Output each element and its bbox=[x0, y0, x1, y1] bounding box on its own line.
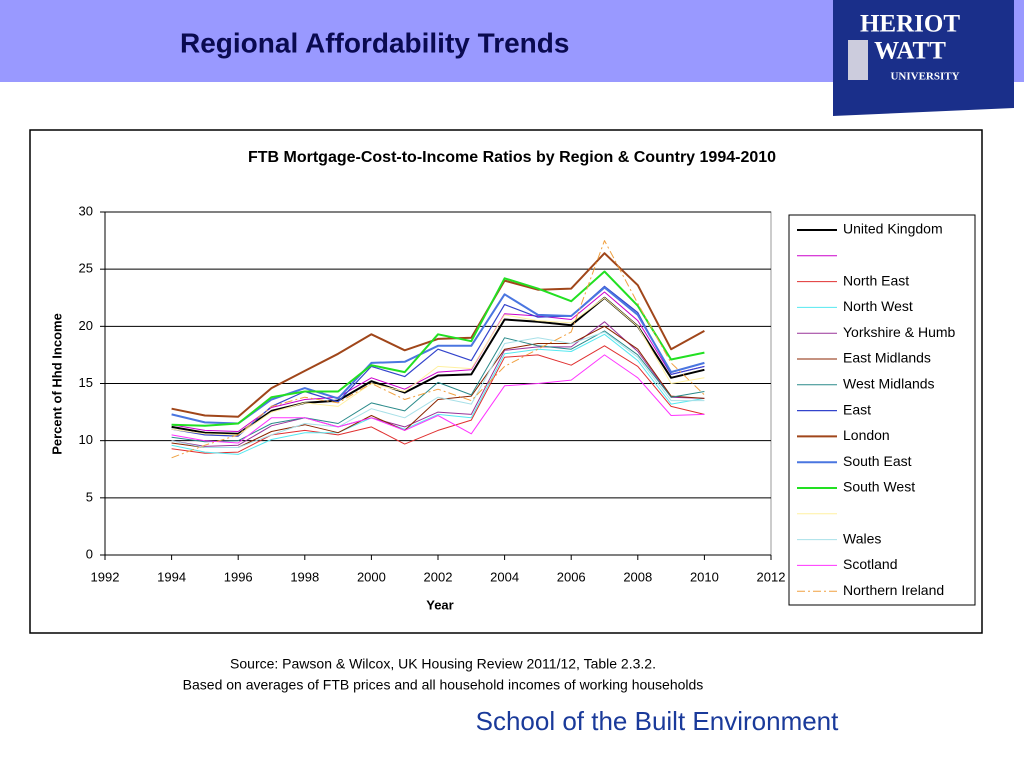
x-tick-label: 1998 bbox=[290, 569, 319, 584]
series-line bbox=[171, 321, 705, 447]
legend-label: Northern Ireland bbox=[843, 582, 944, 598]
legend-label: North West bbox=[843, 298, 913, 314]
x-axis-label: Year bbox=[426, 597, 453, 612]
x-tick-label: 2004 bbox=[490, 569, 519, 584]
series-line bbox=[171, 354, 705, 444]
x-tick-label: 2012 bbox=[757, 569, 786, 584]
y-tick-label: 30 bbox=[79, 203, 93, 218]
legend-label: South East bbox=[843, 453, 912, 469]
legend-label: Scotland bbox=[843, 556, 897, 572]
source-note: Source: Pawson & Wilcox, UK Housing Revi… bbox=[230, 656, 656, 672]
x-tick-label: 1994 bbox=[157, 569, 186, 584]
y-tick-label: 25 bbox=[79, 261, 93, 276]
legend-label: South West bbox=[843, 479, 915, 495]
series-line bbox=[171, 286, 705, 425]
x-tick-label: 1996 bbox=[224, 569, 253, 584]
x-tick-label: 2006 bbox=[557, 569, 586, 584]
x-tick-label: 1992 bbox=[91, 569, 120, 584]
series-line bbox=[171, 330, 705, 443]
logo-text: HERIOT bbox=[860, 11, 960, 38]
series-line bbox=[171, 325, 705, 448]
y-axis-label: Percent of Hhd Income bbox=[49, 313, 64, 455]
y-tick-label: 15 bbox=[79, 375, 93, 390]
series-line bbox=[171, 252, 705, 418]
footer: School of the Built Environment bbox=[476, 706, 840, 736]
legend-label: Yorkshire & Humb bbox=[843, 324, 956, 340]
legend-label: East bbox=[843, 401, 871, 417]
series-line bbox=[171, 333, 705, 455]
x-tick-label: 2010 bbox=[690, 569, 719, 584]
slide-title: Regional Affordability Trends bbox=[180, 27, 569, 58]
series-line bbox=[171, 270, 705, 427]
source-note: Based on averages of FTB prices and all … bbox=[183, 677, 704, 693]
legend-label: West Midlands bbox=[843, 376, 935, 392]
logo-text: UNIVERSITY bbox=[890, 71, 959, 83]
logo-crest bbox=[848, 40, 868, 80]
legend-label: Wales bbox=[843, 530, 881, 546]
logo-text: WATT bbox=[874, 38, 946, 65]
x-tick-label: 2008 bbox=[623, 569, 652, 584]
series-line bbox=[171, 297, 705, 436]
y-tick-label: 0 bbox=[86, 546, 93, 561]
legend-label: London bbox=[843, 427, 890, 443]
series-line bbox=[171, 331, 705, 448]
legend-label: North East bbox=[843, 272, 909, 288]
legend-label: East Midlands bbox=[843, 350, 931, 366]
series-line bbox=[171, 345, 705, 454]
x-tick-label: 2002 bbox=[424, 569, 453, 584]
x-tick-label: 2000 bbox=[357, 569, 386, 584]
series-line bbox=[171, 240, 705, 459]
legend-label: United Kingdom bbox=[843, 221, 943, 237]
logo-box bbox=[833, 0, 1014, 116]
y-tick-label: 20 bbox=[79, 318, 93, 333]
chart-title: FTB Mortgage-Cost-to-Income Ratios by Re… bbox=[248, 149, 776, 166]
y-tick-label: 5 bbox=[86, 489, 93, 504]
y-tick-label: 10 bbox=[79, 432, 93, 447]
